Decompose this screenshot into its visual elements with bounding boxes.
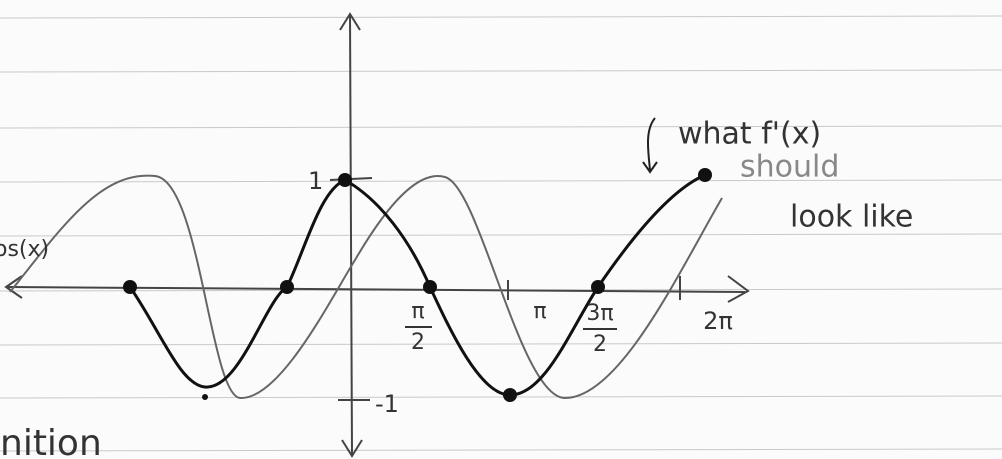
bottom-text: nition: [0, 423, 102, 459]
y-label: -1: [375, 390, 399, 418]
x-label: 2: [593, 332, 607, 357]
x-label: π: [411, 299, 424, 324]
x-label: 2π: [703, 307, 733, 335]
notebook-page: what f'(x) should look like 1 -1 os(x) π…: [0, 0, 1002, 459]
note-line: what f'(x): [678, 117, 821, 152]
y-label: 1: [308, 167, 323, 195]
x-label: 3π: [586, 301, 613, 326]
note-line: look like: [790, 200, 913, 235]
x-label: 2: [411, 330, 425, 355]
note-line: should: [740, 150, 839, 185]
curve-label: os(x): [0, 237, 49, 262]
x-label: π: [533, 299, 546, 324]
